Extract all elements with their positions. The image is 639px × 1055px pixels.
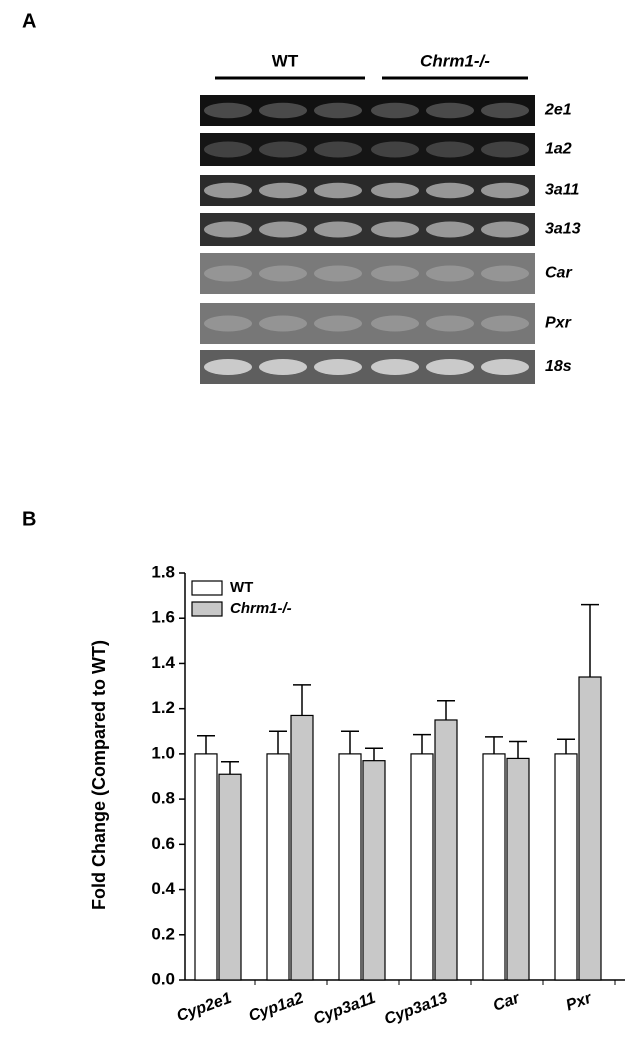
gel-band xyxy=(314,315,362,332)
gel-band xyxy=(259,265,307,282)
gel-band xyxy=(204,141,252,158)
x-tick-label: Car xyxy=(491,989,523,1014)
panel-label: B xyxy=(22,508,36,530)
gel-band xyxy=(259,182,307,199)
gel-band xyxy=(204,315,252,332)
bar xyxy=(362,760,386,981)
gel-band xyxy=(481,315,529,332)
bar xyxy=(482,753,506,981)
gel-band xyxy=(371,102,419,119)
gel-band xyxy=(259,141,307,158)
gel-band xyxy=(314,141,362,158)
y-tick-label: 1.8 xyxy=(151,562,175,581)
gel-band xyxy=(314,182,362,199)
gel-row-label: 3a11 xyxy=(545,182,580,199)
gel-band xyxy=(426,315,474,332)
y-tick-label: 1.0 xyxy=(151,743,175,762)
y-tick-label: 0.0 xyxy=(151,969,175,988)
x-tick-label: Pxr xyxy=(564,989,595,1014)
gel-band xyxy=(204,221,252,238)
gel-band xyxy=(204,359,252,375)
gel-band xyxy=(426,265,474,282)
x-tick-label: Cyp3a13 xyxy=(382,990,450,1029)
gel-row-label: 3a13 xyxy=(545,221,581,238)
gel-band xyxy=(259,102,307,119)
gel-strip xyxy=(200,213,535,246)
bar xyxy=(578,676,602,981)
gel-strip xyxy=(200,303,535,344)
gel-band xyxy=(371,265,419,282)
gel-band xyxy=(481,359,529,375)
gel-band xyxy=(481,221,529,238)
gel-band xyxy=(259,359,307,375)
bar xyxy=(506,757,530,981)
gel-row-label: Car xyxy=(545,265,572,282)
y-tick-label: 0.4 xyxy=(151,879,175,898)
gel-band xyxy=(426,182,474,199)
bar xyxy=(266,753,290,981)
gel-band xyxy=(426,359,474,375)
gel-band xyxy=(204,182,252,199)
bar xyxy=(218,773,242,981)
gel-band xyxy=(259,221,307,238)
legend-swatch xyxy=(191,601,223,617)
x-tick-label: Cyp1a2 xyxy=(247,990,306,1025)
gel-row-label: Pxr xyxy=(545,315,572,332)
gel-row-label: 18s xyxy=(545,358,572,375)
gel-band xyxy=(371,221,419,238)
gel-band xyxy=(426,221,474,238)
gel-strip xyxy=(200,95,535,126)
gel-band xyxy=(371,315,419,332)
legend-label: WT xyxy=(230,579,253,596)
gel-band xyxy=(314,102,362,119)
x-tick-label: Cyp3a11 xyxy=(311,990,378,1028)
y-tick-label: 0.2 xyxy=(151,924,175,943)
gel-row-label: 1a2 xyxy=(545,141,572,158)
gel-row-label: 2e1 xyxy=(544,102,572,119)
legend-label: Chrm1-/- xyxy=(230,600,292,617)
group-label: Chrm1-/- xyxy=(420,51,490,70)
bar xyxy=(290,714,314,981)
gel-band xyxy=(426,141,474,158)
gel-band xyxy=(371,359,419,375)
y-tick-label: 1.4 xyxy=(151,653,175,672)
gel-band xyxy=(204,102,252,119)
gel-band xyxy=(481,265,529,282)
gel-band xyxy=(426,102,474,119)
y-axis-label: Fold Change (Compared to WT) xyxy=(89,640,109,910)
gel-band xyxy=(259,315,307,332)
legend-swatch xyxy=(191,580,223,596)
y-tick-label: 1.2 xyxy=(151,698,175,717)
gel-band xyxy=(314,265,362,282)
gel-strip xyxy=(200,350,535,384)
gel-strip xyxy=(200,175,535,206)
y-tick-label: 0.6 xyxy=(151,834,175,853)
gel-band xyxy=(481,182,529,199)
group-label: WT xyxy=(272,51,299,70)
gel-strip xyxy=(200,253,535,294)
gel-band xyxy=(481,141,529,158)
gel-strip xyxy=(200,133,535,166)
y-tick-label: 0.8 xyxy=(151,789,175,808)
x-tick-label: Cyp2e1 xyxy=(175,990,234,1025)
y-tick-label: 1.6 xyxy=(151,608,175,627)
gel-band xyxy=(204,265,252,282)
bar xyxy=(434,719,458,981)
gel-band xyxy=(314,359,362,375)
bar xyxy=(194,753,218,981)
gel-band xyxy=(371,141,419,158)
gel-band xyxy=(314,221,362,238)
panel-label: A xyxy=(22,10,36,32)
bar xyxy=(338,753,362,981)
gel-band xyxy=(371,182,419,199)
gel-band xyxy=(481,102,529,119)
bar xyxy=(554,753,578,981)
bar xyxy=(410,753,434,981)
